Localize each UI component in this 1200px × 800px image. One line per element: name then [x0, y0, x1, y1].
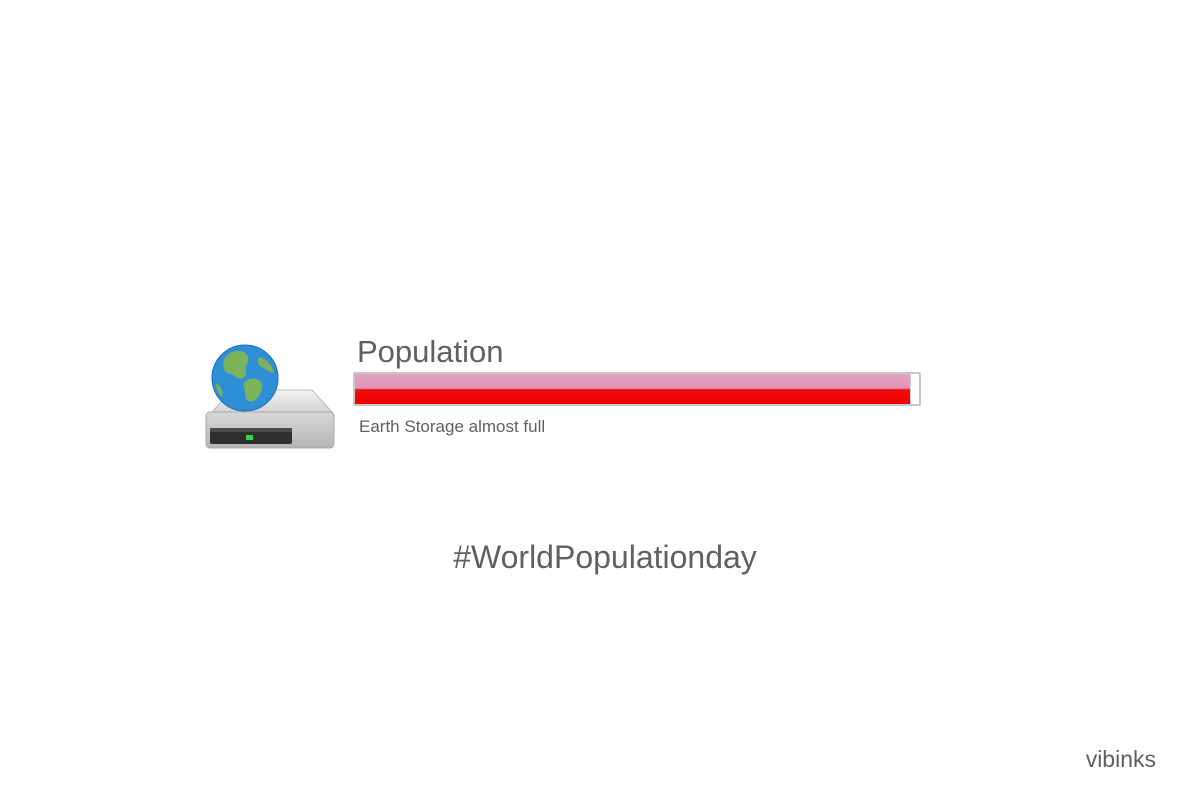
storage-usage-bar — [353, 372, 921, 406]
drive-name: Population — [357, 334, 504, 369]
storage-usage-fill — [355, 374, 911, 404]
watermark: vibinks — [1085, 746, 1156, 772]
hashtag-caption: #WorldPopulationday — [453, 539, 757, 575]
globe-icon — [211, 344, 279, 412]
led-indicator — [246, 435, 253, 440]
drive-info[interactable]: Population Earth Storage almost full — [353, 333, 933, 443]
globe-hard-drive-icon — [200, 340, 340, 460]
drive-status-text: Earth Storage almost full — [359, 417, 546, 436]
storage-free-space — [909, 374, 919, 404]
